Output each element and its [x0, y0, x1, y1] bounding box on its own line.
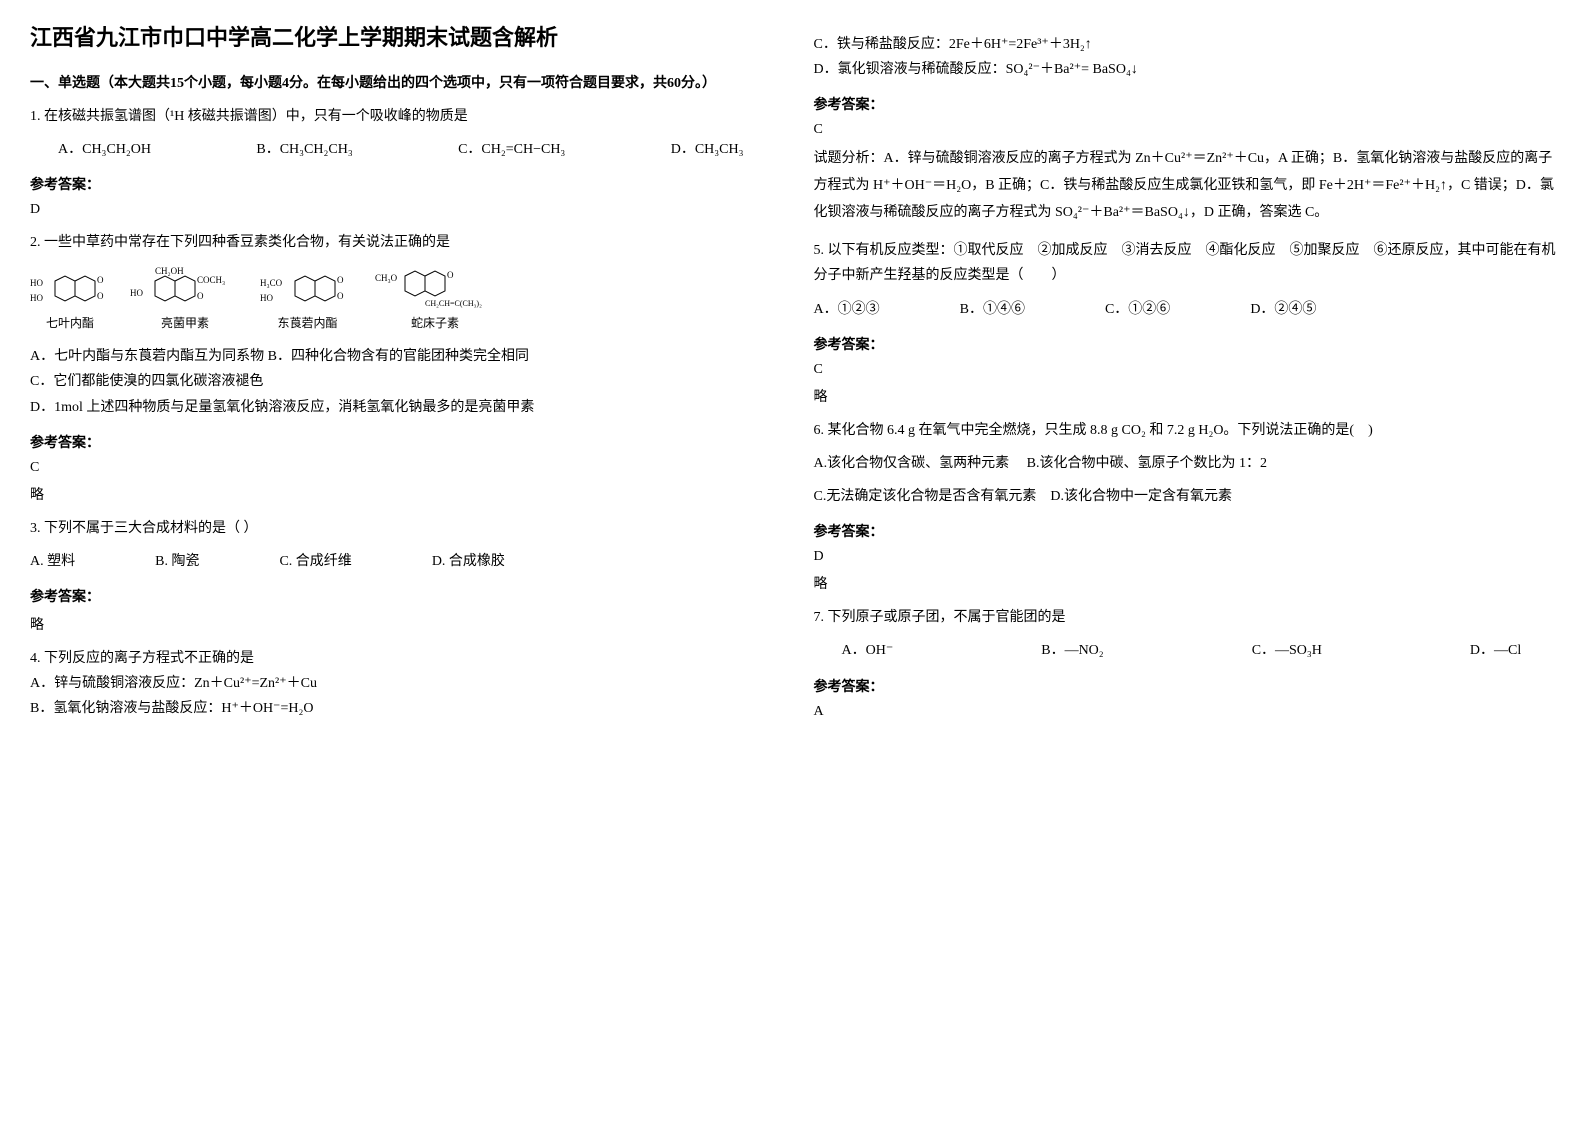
- q4-optB: B．氢氧化钠溶液与盐酸反应：H⁺＋OH⁻=H₂O: [30, 696, 774, 721]
- svg-text:HO: HO: [30, 293, 43, 303]
- question-5: 5. 以下有机反应类型：①取代反应 ②加成反应 ③消去反应 ④酯化反应 ⑤加聚反…: [814, 238, 1558, 322]
- q3-optA: A. 塑料: [30, 549, 75, 574]
- svg-text:O: O: [97, 291, 104, 301]
- q2-text: 2. 一些中草药中常存在下列四种香豆素类化合物，有关说法正确的是: [30, 230, 774, 255]
- svg-text:HO: HO: [30, 278, 43, 288]
- q5-answer-label: 参考答案：: [814, 334, 1558, 354]
- question-4-cont: C．铁与稀盐酸反应：2Fe＋6H⁺=2Fe³⁺＋3H₂↑ D．氯化钡溶液与稀硫酸…: [814, 32, 1558, 82]
- molecule-3: H₃CO HO O O 东莨菪内酯: [260, 271, 355, 335]
- q6-answer: D: [814, 549, 1558, 565]
- question-4: 4. 下列反应的离子方程式不正确的是 A．锌与硫酸铜溶液反应：Zn＋Cu²⁺=Z…: [30, 646, 774, 722]
- molecule-svg-4: CH₃O O CH₂CH=C(CH₃)₂: [375, 266, 495, 311]
- q2-optB: B．四种化合物含有的官能团种类完全相同: [268, 349, 529, 364]
- q6-optC: C.无法确定该化合物是否含有氧元素: [814, 489, 1037, 504]
- q2-optD: D．1mol 上述四种物质与足量氢氧化钠溶液反应，消耗氢氧化钠最多的是亮菌甲素: [30, 395, 774, 420]
- svg-text:HO: HO: [130, 288, 143, 298]
- q7-optD: D．—Cl: [1442, 638, 1521, 663]
- q3-answer: 略: [30, 614, 774, 634]
- q6-answer-label: 参考答案：: [814, 521, 1558, 541]
- q5-optB: B．①④⑥: [960, 297, 1025, 322]
- molecule-svg-3: H₃CO HO O O: [260, 271, 355, 311]
- q3-optD: D. 合成橡胶: [432, 549, 505, 574]
- q4-optD: D．氯化钡溶液与稀硫酸反应：SO₄²⁻＋Ba²⁺= BaSO₄↓: [814, 57, 1558, 82]
- left-column: 江西省九江市巾口中学高二化学上学期期末试题含解析 一、单选题（本大题共15个小题…: [30, 20, 774, 734]
- svg-text:CH₃O: CH₃O: [375, 273, 398, 283]
- q6-note: 略: [814, 573, 1558, 593]
- molecule-svg-2: CH₂OH HO COCH₃ O: [130, 266, 240, 311]
- mol4-label: 蛇床子素: [375, 313, 495, 335]
- q5-answer: C: [814, 362, 1558, 378]
- q4-answer-label: 参考答案：: [814, 94, 1558, 114]
- q3-optB: B. 陶瓷: [155, 549, 199, 574]
- mol3-label: 东莨菪内酯: [260, 313, 355, 335]
- question-3: 3. 下列不属于三大合成材料的是（ ） A. 塑料 B. 陶瓷 C. 合成纤维 …: [30, 516, 774, 574]
- question-1: 1. 在核磁共振氢谱图（¹H 核磁共振谱图）中，只有一个吸收峰的物质是 A．CH…: [30, 104, 774, 162]
- question-2: 2. 一些中草药中常存在下列四种香豆素类化合物，有关说法正确的是 HO HO O…: [30, 230, 774, 419]
- q4-analysis: 试题分析：A．锌与硫酸铜溶液反应的离子方程式为 Zn＋Cu²⁺＝Zn²⁺＋Cu，…: [814, 146, 1558, 226]
- q2-answer-label: 参考答案：: [30, 432, 774, 452]
- svg-text:O: O: [447, 270, 454, 280]
- q7-optB: B．—NO₂: [1013, 638, 1103, 663]
- mol1-label: 七叶内酯: [30, 313, 110, 335]
- q2-optA: A．七叶内酯与东莨菪内酯互为同系物: [30, 349, 264, 364]
- q7-answer-label: 参考答案：: [814, 676, 1558, 696]
- svg-text:CH₂CH=C(CH₃)₂: CH₂CH=C(CH₃)₂: [425, 299, 482, 308]
- svg-text:O: O: [337, 291, 344, 301]
- question-6: 6. 某化合物 6.4 g 在氧气中完全燃烧，只生成 8.8 g CO₂ 和 7…: [814, 418, 1558, 510]
- molecule-diagrams: HO HO O O 七叶内酯 CH₂OH HO CO: [30, 266, 774, 335]
- right-column: C．铁与稀盐酸反应：2Fe＋6H⁺=2Fe³⁺＋3H₂↑ D．氯化钡溶液与稀硫酸…: [814, 20, 1558, 734]
- q1-optB: B．CH₃CH₂CH₃: [228, 137, 352, 162]
- q6-text: 6. 某化合物 6.4 g 在氧气中完全燃烧，只生成 8.8 g CO₂ 和 7…: [814, 418, 1558, 443]
- mol2-label: 亮菌甲素: [130, 313, 240, 335]
- section-heading: 一、单选题（本大题共15个小题，每小题4分。在每小题给出的四个选项中，只有一项符…: [30, 72, 774, 92]
- molecule-2: CH₂OH HO COCH₃ O 亮菌甲素: [130, 266, 240, 335]
- molecule-svg-1: HO HO O O: [30, 271, 110, 311]
- molecule-1: HO HO O O 七叶内酯: [30, 271, 110, 335]
- svg-text:O: O: [97, 275, 104, 285]
- q6-optA: A.该化合物仅含碳、氢两种元素: [814, 456, 1010, 471]
- q4-text: 4. 下列反应的离子方程式不正确的是: [30, 646, 774, 671]
- svg-text:H₃CO: H₃CO: [260, 278, 283, 288]
- q2-optC: C．它们都能使溴的四氯化碳溶液褪色: [30, 369, 774, 394]
- q1-optC: C．CH₂=CH−CH₃: [430, 137, 565, 162]
- svg-text:COCH₃: COCH₃: [197, 275, 225, 285]
- svg-text:O: O: [197, 291, 204, 301]
- q1-optD: D．CH₃CH₃: [643, 137, 744, 162]
- q1-answer-label: 参考答案：: [30, 174, 774, 194]
- q1-answer: D: [30, 202, 774, 218]
- q5-optC: C．①②⑥: [1105, 297, 1170, 322]
- svg-text:CH₂OH: CH₂OH: [155, 266, 184, 276]
- q1-text: 1. 在核磁共振氢谱图（¹H 核磁共振谱图）中，只有一个吸收峰的物质是: [30, 104, 774, 129]
- q5-text: 5. 以下有机反应类型：①取代反应 ②加成反应 ③消去反应 ④酯化反应 ⑤加聚反…: [814, 238, 1558, 288]
- question-7: 7. 下列原子或原子团，不属于官能团的是 A．OH⁻ B．—NO₂ C．—SO₃…: [814, 605, 1558, 663]
- q2-answer: C: [30, 460, 774, 476]
- q6-optB: B.该化合物中碳、氢原子个数比为 1：2: [1027, 456, 1267, 471]
- q1-optA: A．CH₃CH₂OH: [30, 137, 151, 162]
- q7-optA: A．OH⁻: [814, 638, 894, 663]
- svg-text:O: O: [337, 275, 344, 285]
- q5-note: 略: [814, 386, 1558, 406]
- q3-answer-label: 参考答案：: [30, 586, 774, 606]
- q7-text: 7. 下列原子或原子团，不属于官能团的是: [814, 605, 1558, 630]
- q7-optC: C．—SO₃H: [1224, 638, 1322, 663]
- q6-optD: D.该化合物中一定含有氧元素: [1050, 489, 1232, 504]
- q3-optC: C. 合成纤维: [279, 549, 351, 574]
- q2-note: 略: [30, 484, 774, 504]
- page-title: 江西省九江市巾口中学高二化学上学期期末试题含解析: [30, 20, 774, 52]
- q3-text: 3. 下列不属于三大合成材料的是（ ）: [30, 516, 774, 541]
- q4-optA: A．锌与硫酸铜溶液反应：Zn＋Cu²⁺=Zn²⁺＋Cu: [30, 671, 774, 696]
- molecule-4: CH₃O O CH₂CH=C(CH₃)₂ 蛇床子素: [375, 266, 495, 335]
- q7-answer: A: [814, 704, 1558, 720]
- q4-optC: C．铁与稀盐酸反应：2Fe＋6H⁺=2Fe³⁺＋3H₂↑: [814, 32, 1558, 57]
- svg-text:HO: HO: [260, 293, 273, 303]
- q5-optD: D．②④⑤: [1250, 297, 1316, 322]
- q5-optA: A．①②③: [814, 297, 880, 322]
- q4-answer: C: [814, 122, 1558, 138]
